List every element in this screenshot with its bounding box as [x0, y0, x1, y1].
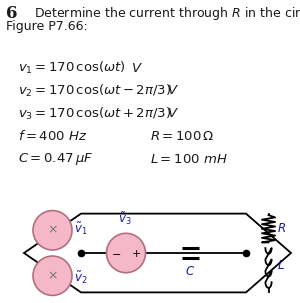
Text: $C$: $C$ — [185, 265, 196, 278]
Text: $\times$: $\times$ — [47, 224, 58, 237]
Text: $v_1 = 170\,\mathrm{cos}(\omega t)$: $v_1 = 170\,\mathrm{cos}(\omega t)$ — [18, 60, 126, 76]
Text: $R$: $R$ — [277, 222, 286, 235]
Text: Determine the current through $R$ in the circuit of: Determine the current through $R$ in the… — [34, 5, 300, 22]
Text: $f = 400$ Hz: $f = 400$ Hz — [18, 129, 88, 143]
Text: $\times$: $\times$ — [47, 269, 58, 282]
Text: $\tilde{v}_3$: $\tilde{v}_3$ — [118, 211, 131, 227]
Circle shape — [106, 233, 146, 273]
Text: 6: 6 — [6, 5, 17, 22]
Circle shape — [33, 256, 72, 295]
Text: $\tilde{v}_2$: $\tilde{v}_2$ — [74, 269, 87, 286]
Text: V: V — [132, 62, 141, 75]
Text: $L$: $L$ — [277, 259, 285, 271]
Text: $C = 0.47\,\mu$F: $C = 0.47\,\mu$F — [18, 151, 93, 167]
Circle shape — [33, 211, 72, 250]
Text: V: V — [168, 107, 177, 120]
Text: $\tilde{v}_1$: $\tilde{v}_1$ — [74, 220, 87, 237]
Text: $-$: $-$ — [111, 248, 121, 258]
Text: $R = 100\,\Omega$: $R = 100\,\Omega$ — [150, 130, 214, 143]
Text: $v_3 = 170\,\mathrm{cos}(\omega t + 2\pi/3)$: $v_3 = 170\,\mathrm{cos}(\omega t + 2\pi… — [18, 105, 171, 122]
Text: Figure P7.66:: Figure P7.66: — [6, 20, 88, 33]
Text: $+$: $+$ — [131, 248, 141, 258]
Text: $L = 100$ mH: $L = 100$ mH — [150, 153, 228, 165]
Text: $v_2 = 170\,\mathrm{cos}(\omega t - 2\pi/3)$: $v_2 = 170\,\mathrm{cos}(\omega t - 2\pi… — [18, 83, 171, 99]
Text: V: V — [168, 85, 177, 97]
